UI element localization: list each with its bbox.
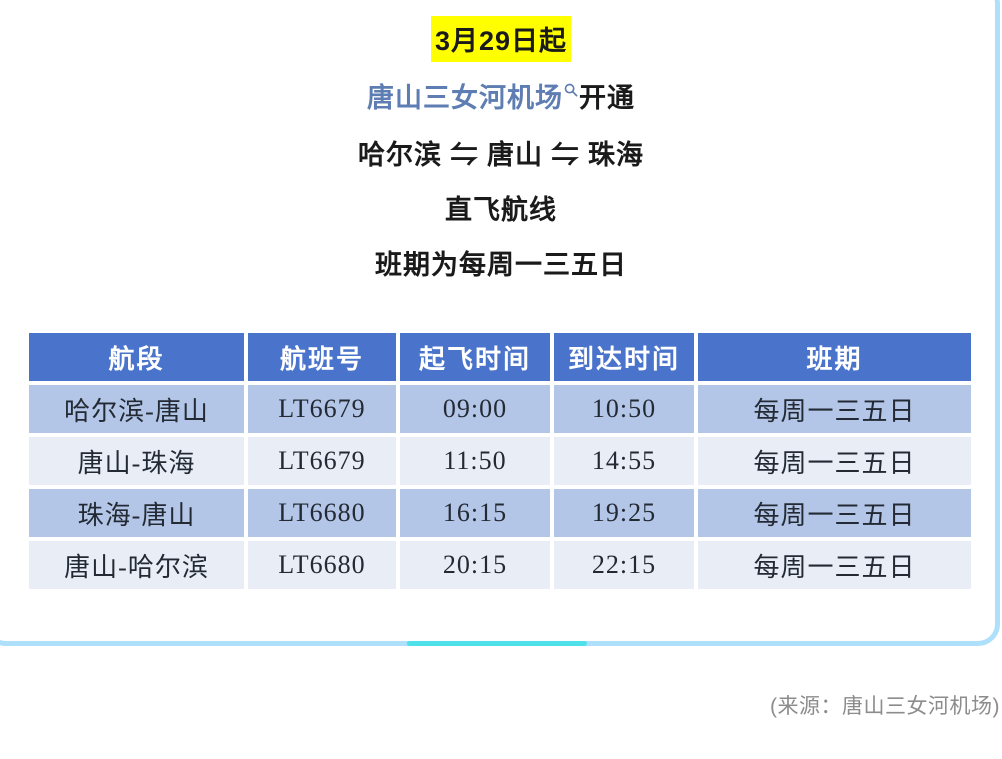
cell-departure: 09:00 [400,385,550,433]
table-header-row: 航段 航班号 起飞时间 到达时间 班期 [29,333,971,381]
source-note: (来源：唐山三女河机场) [770,695,1000,718]
cell-flight-no: LT6679 [248,385,396,433]
route-line: 哈尔滨 ⇋ 唐山 ⇋ 珠海 [357,140,644,170]
airport-link[interactable]: 唐山三女河机场 [367,83,563,113]
schedule-line: 班期为每周一三五日 [375,250,627,280]
route-type-line: 直飞航线 [445,195,557,225]
bottom-accent-bar [407,641,587,646]
cell-segment: 唐山-哈尔滨 [29,541,244,589]
cell-departure: 16:15 [400,489,550,537]
table-row: 唐山-哈尔滨 LT6680 20:15 22:15 每周一三五日 [29,541,971,589]
cell-segment: 哈尔滨-唐山 [29,385,244,433]
table-row: 哈尔滨-唐山 LT6679 09:00 10:50 每周一三五日 [29,385,971,433]
cell-flight-no: LT6680 [248,489,396,537]
page-title: 3月29日起 [0,16,1002,62]
cell-schedule: 每周一三五日 [698,541,971,589]
header-schedule: 班期 [698,333,971,381]
cell-segment: 唐山-珠海 [29,437,244,485]
subtitle-suffix: 开通 [579,83,635,113]
cell-schedule: 每周一三五日 [698,385,971,433]
cell-arrival: 14:55 [554,437,694,485]
cell-flight-no: LT6679 [248,437,396,485]
table-row: 珠海-唐山 LT6680 16:15 19:25 每周一三五日 [29,489,971,537]
cell-arrival: 19:25 [554,489,694,537]
cell-schedule: 每周一三五日 [698,489,971,537]
cell-segment: 珠海-唐山 [29,489,244,537]
cell-flight-no: LT6680 [248,541,396,589]
header-departure: 起飞时间 [400,333,550,381]
header-flight-no: 航班号 [248,333,396,381]
date-highlight: 3月29日起 [430,16,572,62]
cell-departure: 11:50 [400,437,550,485]
search-icon[interactable] [564,73,578,104]
subtitle-line: 唐山三女河机场 开通 [0,76,1002,115]
header-arrival: 到达时间 [554,333,694,381]
table-row: 唐山-珠海 LT6679 11:50 14:55 每周一三五日 [29,437,971,485]
cell-arrival: 10:50 [554,385,694,433]
flight-schedule-table: 航段 航班号 起飞时间 到达时间 班期 哈尔滨-唐山 LT6679 09:00 … [25,329,975,593]
cell-schedule: 每周一三五日 [698,437,971,485]
header-segment: 航段 [29,333,244,381]
cell-arrival: 22:15 [554,541,694,589]
cell-departure: 20:15 [400,541,550,589]
